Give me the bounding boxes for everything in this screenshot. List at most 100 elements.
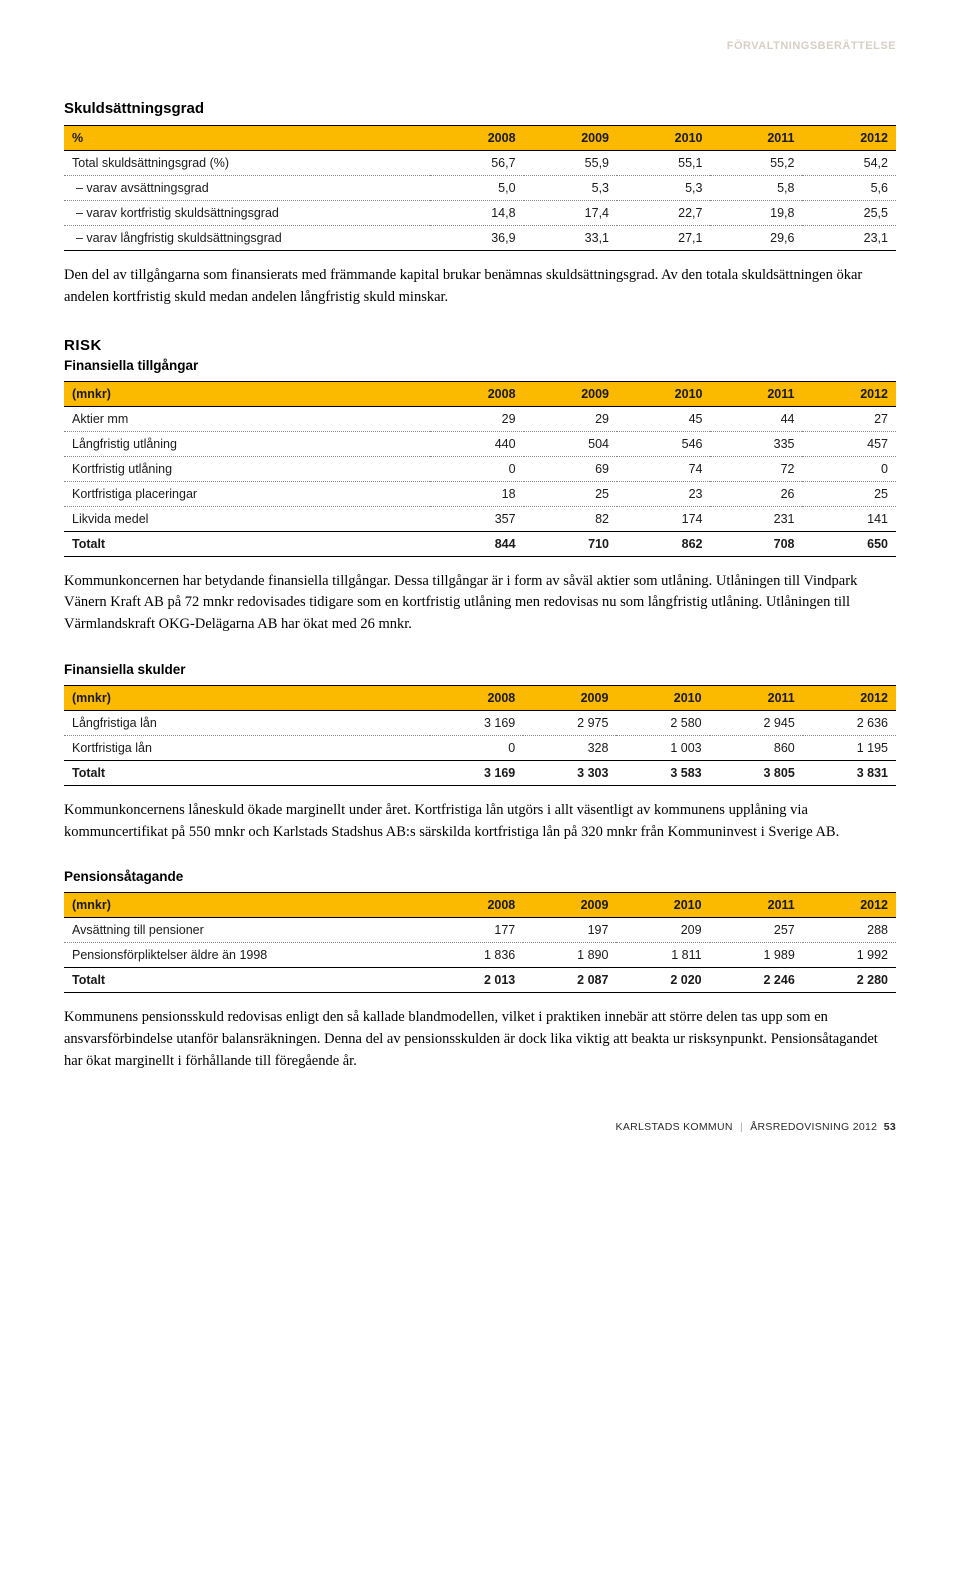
cell-value: 546 <box>617 431 710 456</box>
section-pension-title: Pensionsåtagande <box>64 869 896 884</box>
table-skulder: (mnkr) 2008 2009 2010 2011 2012 Långfris… <box>64 685 896 786</box>
section-paragraph: Den del av tillgångarna som finansierats… <box>64 265 896 309</box>
cell-value: 3 805 <box>710 760 803 785</box>
col-header: (mnkr) <box>64 685 430 710</box>
cell-value: 2 975 <box>523 710 616 735</box>
cell-value: 17,4 <box>524 201 617 226</box>
footer-separator-icon: | <box>740 1121 743 1133</box>
col-header: 2009 <box>523 685 616 710</box>
cell-value: 5,0 <box>430 176 523 201</box>
cell-value: 25 <box>524 481 617 506</box>
cell-value: 231 <box>710 506 802 531</box>
table-row: Kortfristiga placeringar 18 25 23 26 25 <box>64 481 896 506</box>
cell-label: Pensionsförpliktelser äldre än 1998 <box>64 943 430 968</box>
col-header: 2010 <box>617 381 710 406</box>
cell-value: 1 989 <box>710 943 803 968</box>
cell-value: 0 <box>430 735 523 760</box>
col-header: (mnkr) <box>64 893 430 918</box>
cell-label: – varav kortfristig skuldsättningsgrad <box>64 201 430 226</box>
cell-value: 1 195 <box>803 735 896 760</box>
cell-value: 55,1 <box>617 151 710 176</box>
header-section-label: FÖRVALTNINGSBERÄTTELSE <box>64 40 896 52</box>
cell-value: 2 945 <box>710 710 803 735</box>
col-header: 2011 <box>710 685 803 710</box>
table-row: – varav långfristig skuldsättningsgrad 3… <box>64 226 896 251</box>
col-header: (mnkr) <box>64 381 430 406</box>
col-header: 2008 <box>430 381 523 406</box>
cell-value: 55,2 <box>710 151 802 176</box>
col-header: 2010 <box>617 126 710 151</box>
cell-value: 54,2 <box>802 151 896 176</box>
col-header: 2012 <box>803 685 896 710</box>
table-total-row: Totalt 3 169 3 303 3 583 3 805 3 831 <box>64 760 896 785</box>
cell-value: 19,8 <box>710 201 802 226</box>
table-skuldsattningsgrad: % 2008 2009 2010 2011 2012 Total skuldsä… <box>64 125 896 251</box>
table-row: Total skuldsättningsgrad (%) 56,7 55,9 5… <box>64 151 896 176</box>
cell-value: 3 303 <box>523 760 616 785</box>
cell-value: 504 <box>524 431 617 456</box>
cell-value: 335 <box>710 431 802 456</box>
cell-value: 440 <box>430 431 523 456</box>
cell-value: 1 836 <box>430 943 523 968</box>
cell-value: 5,3 <box>617 176 710 201</box>
cell-value: 1 811 <box>616 943 709 968</box>
table-row: Aktier mm 29 29 45 44 27 <box>64 406 896 431</box>
cell-label: Totalt <box>64 968 430 993</box>
cell-value: 25 <box>802 481 896 506</box>
cell-value: 2 020 <box>616 968 709 993</box>
cell-value: 1 890 <box>523 943 616 968</box>
cell-value: 5,8 <box>710 176 802 201</box>
cell-value: 36,9 <box>430 226 523 251</box>
cell-value: 14,8 <box>430 201 523 226</box>
cell-value: 3 831 <box>803 760 896 785</box>
cell-value: 23 <box>617 481 710 506</box>
cell-value: 177 <box>430 918 523 943</box>
cell-value: 82 <box>524 506 617 531</box>
cell-value: 18 <box>430 481 523 506</box>
cell-value: 3 169 <box>430 760 523 785</box>
table-tillgangar: (mnkr) 2008 2009 2010 2011 2012 Aktier m… <box>64 381 896 557</box>
footer-doc: ÅRSREDOVISNING 2012 <box>750 1121 877 1133</box>
col-header: 2012 <box>803 893 896 918</box>
col-header: 2009 <box>524 381 617 406</box>
table-total-row: Totalt 844 710 862 708 650 <box>64 531 896 556</box>
cell-value: 257 <box>710 918 803 943</box>
section-paragraph: Kommunkoncernens låneskuld ökade margine… <box>64 800 896 844</box>
cell-value: 45 <box>617 406 710 431</box>
table-row: Kortfristig utlåning 0 69 74 72 0 <box>64 456 896 481</box>
cell-label: Aktier mm <box>64 406 430 431</box>
cell-value: 5,6 <box>802 176 896 201</box>
cell-value: 2 580 <box>616 710 709 735</box>
table-row: – varav avsättningsgrad 5,0 5,3 5,3 5,8 … <box>64 176 896 201</box>
cell-value: 56,7 <box>430 151 523 176</box>
cell-value: 860 <box>710 735 803 760</box>
section-paragraph: Kommunens pensionsskuld redovisas enligt… <box>64 1007 896 1072</box>
cell-value: 5,3 <box>524 176 617 201</box>
cell-value: 25,5 <box>802 201 896 226</box>
table-row: – varav kortfristig skuldsättningsgrad 1… <box>64 201 896 226</box>
col-header: 2012 <box>802 126 896 151</box>
table-row: Avsättning till pensioner 177 197 209 25… <box>64 918 896 943</box>
cell-value: 174 <box>617 506 710 531</box>
cell-value: 844 <box>430 531 523 556</box>
cell-label: Totalt <box>64 531 430 556</box>
col-header: 2008 <box>430 126 523 151</box>
cell-label: Likvida medel <box>64 506 430 531</box>
cell-value: 3 169 <box>430 710 523 735</box>
section-tillgangar-title: Finansiella tillgångar <box>64 358 896 373</box>
cell-label: – varav långfristig skuldsättningsgrad <box>64 226 430 251</box>
col-header: 2009 <box>524 126 617 151</box>
section-paragraph: Kommunkoncernen har betydande finansiell… <box>64 571 896 636</box>
cell-value: 2 013 <box>430 968 523 993</box>
table-pension: (mnkr) 2008 2009 2010 2011 2012 Avsättni… <box>64 892 896 993</box>
cell-value: 2 087 <box>523 968 616 993</box>
col-header: 2008 <box>430 893 523 918</box>
cell-value: 2 246 <box>710 968 803 993</box>
cell-label: Avsättning till pensioner <box>64 918 430 943</box>
section-skuldsattningsgrad-title: Skuldsättningsgrad <box>64 100 896 117</box>
cell-value: 33,1 <box>524 226 617 251</box>
cell-value: 862 <box>617 531 710 556</box>
cell-value: 23,1 <box>802 226 896 251</box>
col-header: 2010 <box>616 685 709 710</box>
cell-value: 197 <box>523 918 616 943</box>
